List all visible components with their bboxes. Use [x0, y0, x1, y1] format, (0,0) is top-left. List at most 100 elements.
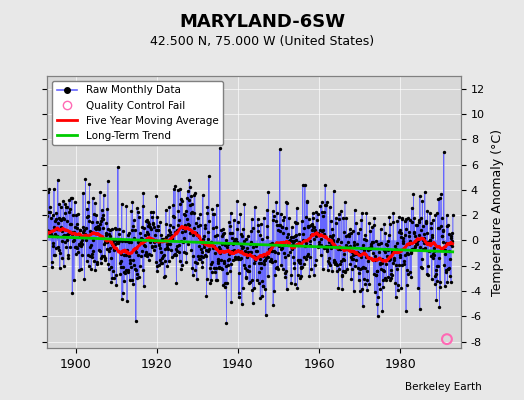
Point [402, 282, 411, 288]
Point [185, 230, 194, 236]
Point [389, 210, 397, 216]
Point [281, 274, 289, 280]
Point [225, 251, 233, 257]
Point [125, 230, 134, 237]
Point [64, 254, 73, 261]
Point [219, 231, 227, 237]
Point [334, 246, 342, 252]
Point [94, 223, 102, 229]
Point [329, 232, 337, 238]
Point [235, 270, 243, 277]
Point [248, 299, 257, 306]
Point [154, 227, 162, 233]
Point [372, 272, 380, 278]
Point [442, 240, 451, 246]
Point [349, 256, 357, 262]
Point [239, 262, 248, 268]
Point [193, 215, 202, 222]
Text: Berkeley Earth: Berkeley Earth [406, 382, 482, 392]
Point [148, 244, 156, 250]
Point [362, 210, 370, 216]
Point [57, 204, 65, 210]
Point [188, 265, 196, 272]
Point [56, 264, 64, 271]
Point [434, 196, 443, 202]
Point [343, 244, 352, 250]
Point [169, 186, 178, 192]
Point [381, 241, 390, 247]
Point [252, 242, 260, 249]
Point [318, 199, 326, 206]
Point [308, 222, 316, 228]
Point [171, 183, 179, 190]
Point [432, 267, 440, 274]
Point [160, 273, 169, 280]
Point [99, 216, 107, 222]
Point [392, 240, 401, 246]
Point [369, 238, 377, 245]
Point [81, 233, 89, 239]
Point [193, 260, 202, 266]
Point [60, 216, 68, 222]
Point [406, 268, 414, 275]
Point [212, 224, 221, 230]
Point [245, 280, 253, 286]
Point [58, 255, 66, 261]
Point [182, 259, 191, 265]
Point [224, 262, 233, 268]
Point [315, 242, 323, 248]
Point [52, 245, 60, 252]
Point [129, 257, 138, 264]
Point [257, 278, 266, 285]
Point [244, 233, 252, 239]
Point [321, 182, 330, 188]
Point [312, 217, 321, 223]
Point [204, 229, 212, 236]
Point [189, 232, 198, 238]
Point [410, 215, 419, 221]
Point [409, 246, 417, 253]
Point [126, 260, 135, 266]
Point [256, 295, 265, 301]
Point [105, 247, 114, 254]
Point [385, 214, 394, 220]
Point [301, 182, 309, 188]
Point [236, 242, 245, 248]
Point [304, 216, 313, 222]
Point [332, 220, 340, 226]
Point [257, 265, 266, 272]
Point [288, 224, 296, 231]
Point [222, 263, 230, 270]
Y-axis label: Temperature Anomaly (°C): Temperature Anomaly (°C) [490, 128, 504, 296]
Point [324, 267, 332, 274]
Point [292, 205, 301, 211]
Point [208, 206, 216, 212]
Point [308, 221, 316, 228]
Point [122, 203, 130, 210]
Point [208, 269, 216, 276]
Point [409, 246, 417, 252]
Point [169, 213, 178, 220]
Point [264, 188, 272, 195]
Point [98, 207, 106, 214]
Point [290, 264, 299, 271]
Point [66, 230, 74, 236]
Point [194, 222, 202, 229]
Point [389, 260, 397, 266]
Point [147, 252, 155, 258]
Point [203, 210, 211, 217]
Point [305, 253, 314, 260]
Point [78, 251, 86, 258]
Point [255, 260, 264, 266]
Point [101, 255, 109, 262]
Point [233, 226, 242, 232]
Point [413, 222, 421, 228]
Point [365, 244, 373, 251]
Point [254, 228, 262, 234]
Point [226, 230, 235, 237]
Point [190, 190, 199, 196]
Point [89, 194, 97, 201]
Point [288, 238, 296, 244]
Point [102, 232, 110, 238]
Point [435, 195, 444, 201]
